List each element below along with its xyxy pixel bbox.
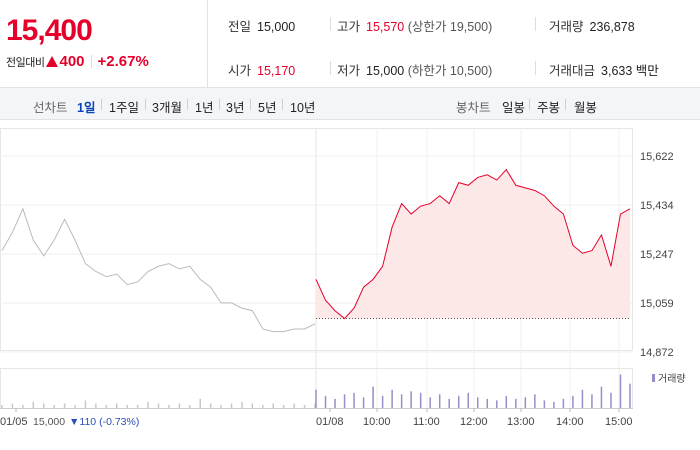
stat-label: 거래대금 [549, 64, 596, 78]
x-tick-label: 10:00 [363, 416, 391, 428]
x-tick-label: 01/05 [0, 416, 28, 428]
y-tick-label: 15,622 [640, 151, 674, 163]
prev-session-line [1, 207, 316, 333]
tab-10years[interactable]: 10년 [290, 101, 316, 115]
stat-value: 15,170 [257, 64, 296, 78]
prev-session-close: 15,000 [33, 416, 65, 428]
divider [282, 99, 283, 110]
quote-panel: 15,400 전일대비 400 +2.67% 전일 15,000 고가 15,570… [0, 0, 700, 88]
volume-legend-label: 거래량 [658, 373, 686, 385]
stat-open: 시가 15,170 [228, 60, 295, 79]
divider [219, 99, 220, 110]
today-fill-area [316, 169, 630, 319]
tab-weekly-candle[interactable]: 주봉 [537, 101, 561, 115]
volume-bars [1, 374, 631, 408]
stat-value: 15,000 [257, 20, 296, 34]
y-tick-label: 15,247 [640, 249, 674, 261]
stat-value: 15,000 [366, 64, 405, 78]
prev-session-series [1, 207, 316, 333]
period-tab-bar: 선차트 1일 1주일 3개월 1년 3년 5년 10년 봉차트 일봉 주봉 월봉 [0, 88, 700, 120]
tab-1year[interactable]: 1년 [195, 101, 214, 115]
change-label: 전일대비 [6, 55, 45, 69]
prev-session-change: ▼110 (-0.73%) [69, 416, 139, 428]
stat-high: 고가 15,570 (상한가 19,500) [337, 16, 492, 35]
x-tick-label: 11:00 [413, 416, 440, 428]
x-tick-label: 12:00 [460, 416, 488, 428]
today-fill [316, 169, 630, 319]
change-row: 전일대비 400 +2.67% [6, 53, 149, 70]
divider [330, 61, 331, 75]
y-tick-label: 15,434 [640, 200, 674, 212]
x-tick-label: 14:00 [556, 416, 584, 428]
stat-value: 15,570 [366, 20, 405, 34]
divider [250, 99, 251, 110]
stat-label: 시가 [228, 64, 252, 78]
volume-legend-swatch [652, 374, 655, 382]
price-box: 15,400 전일대비 400 +2.67% [0, 0, 208, 88]
tab-1week[interactable]: 1주일 [109, 101, 139, 115]
x-tick-label: 01/08 [316, 416, 344, 428]
divider [90, 55, 92, 68]
x-tick-label: 15:00 [605, 416, 633, 428]
divider [330, 17, 331, 31]
change-value: 400 [59, 53, 85, 70]
divider [529, 99, 530, 110]
prev-change-pct: (-0.73%) [99, 416, 139, 428]
stat-volume: 거래량 236,878 [549, 16, 635, 35]
divider [535, 61, 536, 75]
current-price: 15,400 [6, 14, 93, 47]
y-tick-label: 14,872 [640, 347, 674, 359]
tab-5years[interactable]: 5년 [258, 101, 277, 115]
x-tick-label: 13:00 [507, 416, 535, 428]
divider [565, 99, 566, 110]
stat-value: 236,878 [589, 20, 635, 34]
stat-upper-limit: (상한가 19,500) [407, 20, 493, 34]
tab-1day[interactable]: 1일 [77, 101, 96, 115]
tab-3months[interactable]: 3개월 [152, 101, 182, 115]
stat-prev-close: 전일 15,000 [228, 16, 295, 35]
change-percent: +2.67% [97, 53, 149, 70]
stat-label: 저가 [337, 64, 361, 78]
today-session-series [315, 168, 631, 320]
today-session-line [315, 168, 631, 320]
tab-monthly-candle[interactable]: 월봉 [574, 101, 598, 115]
stat-unit: 백만 [635, 64, 659, 78]
line-chart-label: 선차트 [33, 101, 68, 115]
tab-3years[interactable]: 3년 [226, 101, 245, 115]
price-chart[interactable]: 15,622 15,434 15,247 15,059 14,872 거래량 01/05… [0, 120, 700, 450]
stat-label: 거래량 [549, 20, 584, 34]
x-axis-labels: 01/05 01/08 10:00 11:00 12:00 13:00 14:00 15:00 [0, 408, 633, 428]
divider [101, 99, 102, 110]
candle-chart-label: 봉차트 [456, 101, 491, 115]
divider [535, 17, 536, 31]
up-arrow-icon [46, 56, 59, 67]
y-axis-labels: 15,622 15,434 15,247 15,059 14,872 [640, 151, 674, 359]
stat-lower-limit: (하한가 10,500) [407, 64, 493, 78]
divider [187, 99, 188, 110]
stat-label: 고가 [337, 20, 361, 34]
y-tick-label: 15,059 [640, 298, 674, 310]
prev-change-value: 110 [79, 416, 96, 428]
down-arrow-icon: ▼ [69, 416, 79, 428]
stat-turnover: 거래대금 3,633 백만 [549, 60, 659, 79]
stat-label: 전일 [228, 20, 252, 34]
divider [145, 99, 146, 110]
tab-daily-candle[interactable]: 일봉 [502, 101, 526, 115]
stat-low: 저가 15,000 (하한가 10,500) [337, 60, 492, 79]
stat-value: 3,633 [601, 64, 633, 78]
